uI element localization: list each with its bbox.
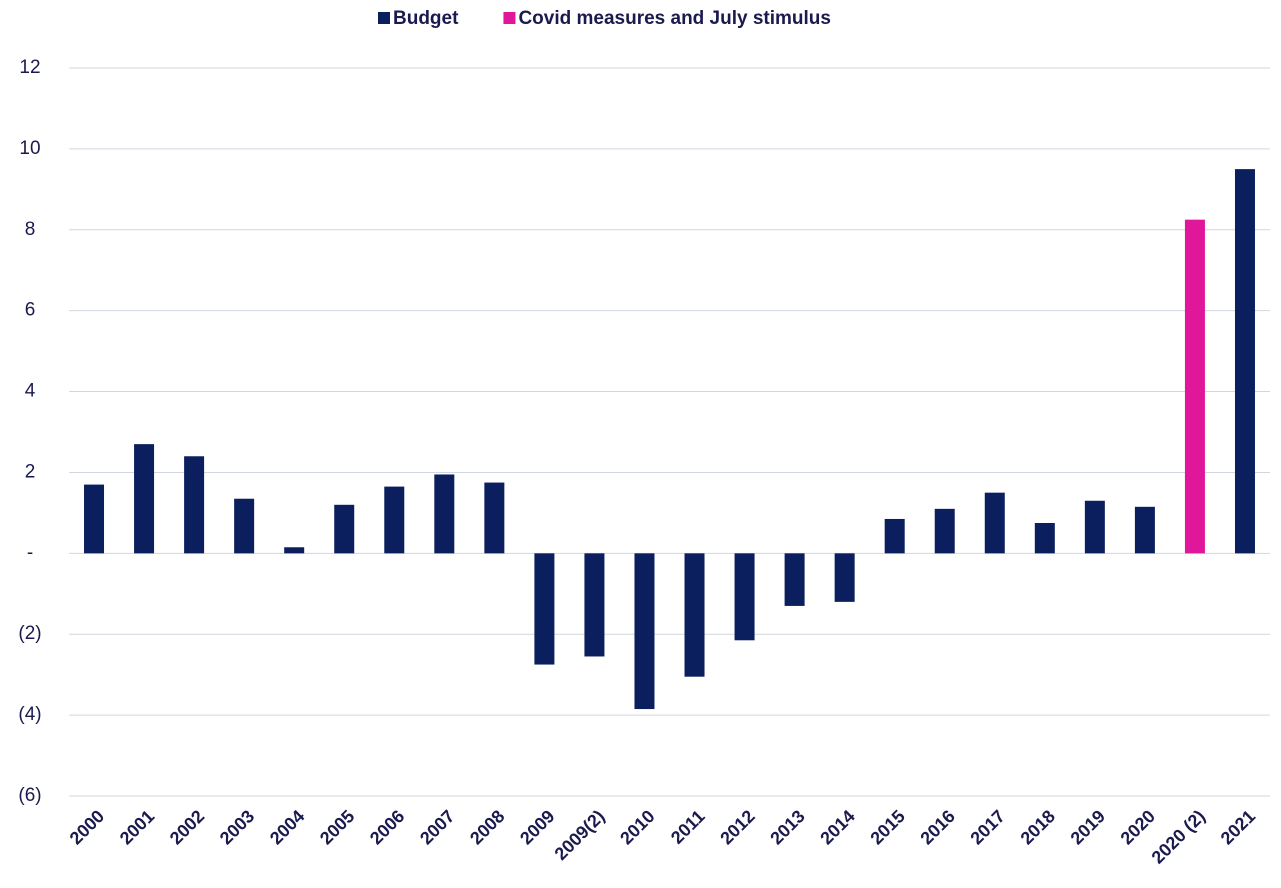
bar [234,498,255,554]
x-tick-label: 2013 [766,806,808,848]
x-tick-label: 2016 [916,806,958,848]
bar [884,518,905,554]
x-tick-label: 2005 [316,806,358,848]
bar [984,492,1005,554]
bar [634,553,655,710]
x-tick-label: 2018 [1017,806,1059,848]
bar [184,456,205,554]
y-tick-label: 6 [25,300,36,321]
y-tick-label: (4) [18,704,41,725]
x-tick-label: 2000 [66,806,108,848]
x-tick-label: 2012 [716,806,758,848]
bar [134,444,155,554]
bar [1084,500,1105,554]
bar [484,482,505,554]
x-tick-label: 2010 [616,806,658,848]
y-tick-label: - [27,542,33,563]
x-tick-label: 2011 [667,806,709,848]
y-tick-label: (6) [18,785,41,806]
bar [1034,523,1055,554]
x-tick-label: 2002 [166,806,208,848]
x-tick-label: 2008 [466,806,508,848]
bar [434,474,455,554]
x-tick-label: 2004 [266,806,308,848]
bar [84,484,105,554]
bar [384,486,405,554]
x-tick-label: 2007 [416,806,458,848]
x-tick-label: 2009 [516,806,558,848]
x-tick-label: 2014 [816,806,858,848]
bar [584,553,605,657]
bar [334,504,355,554]
bar [734,553,755,641]
x-tick-label: 2015 [866,806,908,848]
x-tick-label: 2020 (2) [1148,806,1210,868]
bar [784,553,805,606]
x-tick-label: 2019 [1067,806,1109,848]
x-tick-label: 2020 [1117,806,1159,848]
y-tick-label: 10 [19,138,40,159]
bar [1234,169,1255,554]
x-tick-label: 2001 [116,806,158,848]
y-tick-label: (2) [18,623,41,644]
legend-label: Budget [393,8,459,29]
x-tick-label: 2009(2) [551,806,609,864]
bar [1134,506,1155,554]
y-tick-label: 4 [25,381,36,402]
legend-swatch [503,12,516,24]
bar [834,553,855,602]
y-tick-label: 12 [19,57,40,78]
y-tick-label: 2 [25,461,36,482]
bar [684,553,705,677]
bar [534,553,555,665]
bar [934,508,955,554]
x-tick-label: 2006 [366,806,408,848]
bar [1184,219,1205,554]
bar [284,547,305,554]
x-tick-label: 2003 [216,806,258,848]
y-tick-label: 8 [25,219,36,240]
x-tick-label: 2017 [966,806,1008,848]
legend-label: Covid measures and July stimulus [518,8,831,29]
legend-swatch [378,12,390,24]
x-tick-label: 2021 [1217,806,1259,848]
